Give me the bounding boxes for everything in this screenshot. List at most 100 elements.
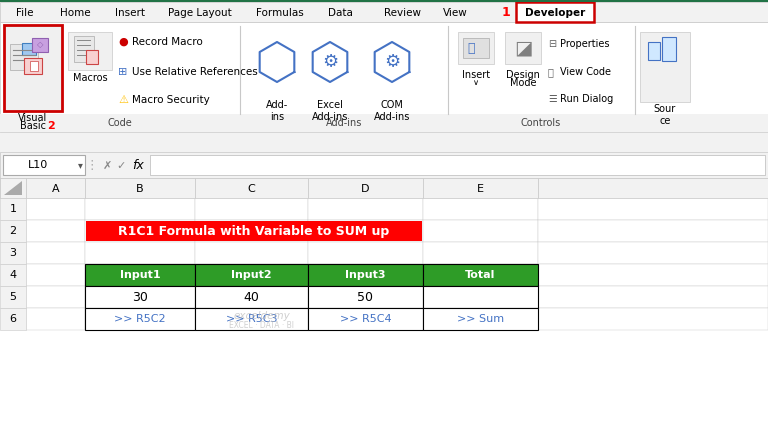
Text: 🔍: 🔍 xyxy=(548,67,554,77)
Bar xyxy=(85,264,195,286)
Bar xyxy=(86,50,98,64)
Bar xyxy=(423,242,538,264)
Text: A: A xyxy=(51,183,59,194)
Bar xyxy=(85,242,195,264)
Text: Properties: Properties xyxy=(560,39,610,49)
Text: ⋮: ⋮ xyxy=(86,158,98,172)
Bar xyxy=(86,221,422,241)
Text: ✗: ✗ xyxy=(102,161,111,170)
Bar xyxy=(85,264,195,286)
Bar xyxy=(0,308,26,330)
Bar xyxy=(85,308,195,330)
Text: ⊟: ⊟ xyxy=(548,39,556,49)
Text: Mode: Mode xyxy=(510,78,536,88)
Bar xyxy=(26,178,85,198)
Text: >> R5C3: >> R5C3 xyxy=(226,314,277,325)
Bar xyxy=(0,152,768,178)
Text: exceldemy: exceldemy xyxy=(233,311,290,321)
Bar xyxy=(85,178,195,198)
Bar xyxy=(0,2,768,22)
Bar xyxy=(423,286,538,308)
Text: 2: 2 xyxy=(9,227,17,236)
Text: Insert: Insert xyxy=(462,70,490,80)
Bar xyxy=(505,32,541,64)
Bar xyxy=(423,198,538,220)
Bar xyxy=(538,264,768,286)
Text: Code: Code xyxy=(108,119,132,128)
Text: 30: 30 xyxy=(132,291,148,304)
Bar xyxy=(68,32,112,70)
Bar xyxy=(0,22,768,132)
Bar xyxy=(195,264,308,286)
Bar xyxy=(195,308,308,330)
Text: 4: 4 xyxy=(9,271,17,281)
Text: COM
Add-ins: COM Add-ins xyxy=(374,100,410,122)
Bar xyxy=(308,242,423,264)
Text: fx: fx xyxy=(132,159,144,172)
Bar xyxy=(22,43,36,55)
Bar xyxy=(423,264,538,286)
Text: Basic: Basic xyxy=(20,121,46,131)
Bar xyxy=(0,0,768,2)
Bar xyxy=(74,36,94,62)
Polygon shape xyxy=(4,181,22,195)
Bar xyxy=(458,32,494,64)
Bar xyxy=(423,286,538,308)
Bar xyxy=(0,220,26,242)
Text: 6: 6 xyxy=(9,314,16,325)
Bar xyxy=(195,220,308,242)
Text: Sour
ce: Sour ce xyxy=(654,104,676,126)
Bar xyxy=(308,264,423,286)
Text: ∨: ∨ xyxy=(473,78,479,87)
Text: Developer: Developer xyxy=(525,8,585,17)
Text: 3: 3 xyxy=(9,248,16,259)
Bar xyxy=(85,198,195,220)
Text: Add-
ins: Add- ins xyxy=(266,100,288,122)
Bar xyxy=(538,178,768,198)
Bar xyxy=(423,308,538,330)
Text: Home: Home xyxy=(60,8,91,17)
Bar xyxy=(516,2,594,22)
Bar xyxy=(308,286,423,308)
Bar xyxy=(308,198,423,220)
Text: Total: Total xyxy=(465,271,495,281)
Text: 1: 1 xyxy=(9,205,16,215)
Bar xyxy=(26,242,85,264)
Bar xyxy=(85,220,195,242)
Bar xyxy=(538,286,768,308)
Bar xyxy=(538,308,768,330)
Text: D: D xyxy=(361,183,369,194)
Bar xyxy=(0,286,26,308)
Bar xyxy=(0,198,768,446)
Bar xyxy=(0,178,768,198)
Text: File: File xyxy=(16,8,34,17)
Text: ◇: ◇ xyxy=(37,41,43,50)
Text: Insert: Insert xyxy=(115,8,145,17)
Text: >> R5C2: >> R5C2 xyxy=(114,314,166,325)
Text: EXCEL · DATA · BI: EXCEL · DATA · BI xyxy=(229,321,294,330)
Bar xyxy=(26,264,85,286)
Text: 50: 50 xyxy=(357,291,373,304)
Text: E: E xyxy=(477,183,484,194)
Bar xyxy=(0,198,26,220)
Bar xyxy=(662,37,676,61)
Text: ⚠: ⚠ xyxy=(118,95,128,105)
Text: Data: Data xyxy=(328,8,353,17)
Text: Formulas: Formulas xyxy=(256,8,304,17)
Bar xyxy=(195,178,308,198)
Bar xyxy=(538,242,768,264)
Text: ⚙: ⚙ xyxy=(384,53,400,71)
Text: ▾: ▾ xyxy=(78,161,82,170)
Bar xyxy=(85,286,195,308)
Text: Design: Design xyxy=(506,70,540,80)
Text: View Code: View Code xyxy=(560,67,611,77)
Bar xyxy=(423,220,538,242)
Bar xyxy=(195,242,308,264)
Bar xyxy=(150,155,765,175)
Text: 1: 1 xyxy=(502,6,511,19)
Text: >> Sum: >> Sum xyxy=(457,314,504,325)
Bar xyxy=(195,198,308,220)
Bar xyxy=(85,308,195,330)
Bar xyxy=(30,61,38,71)
Text: 🔧: 🔧 xyxy=(467,41,475,54)
